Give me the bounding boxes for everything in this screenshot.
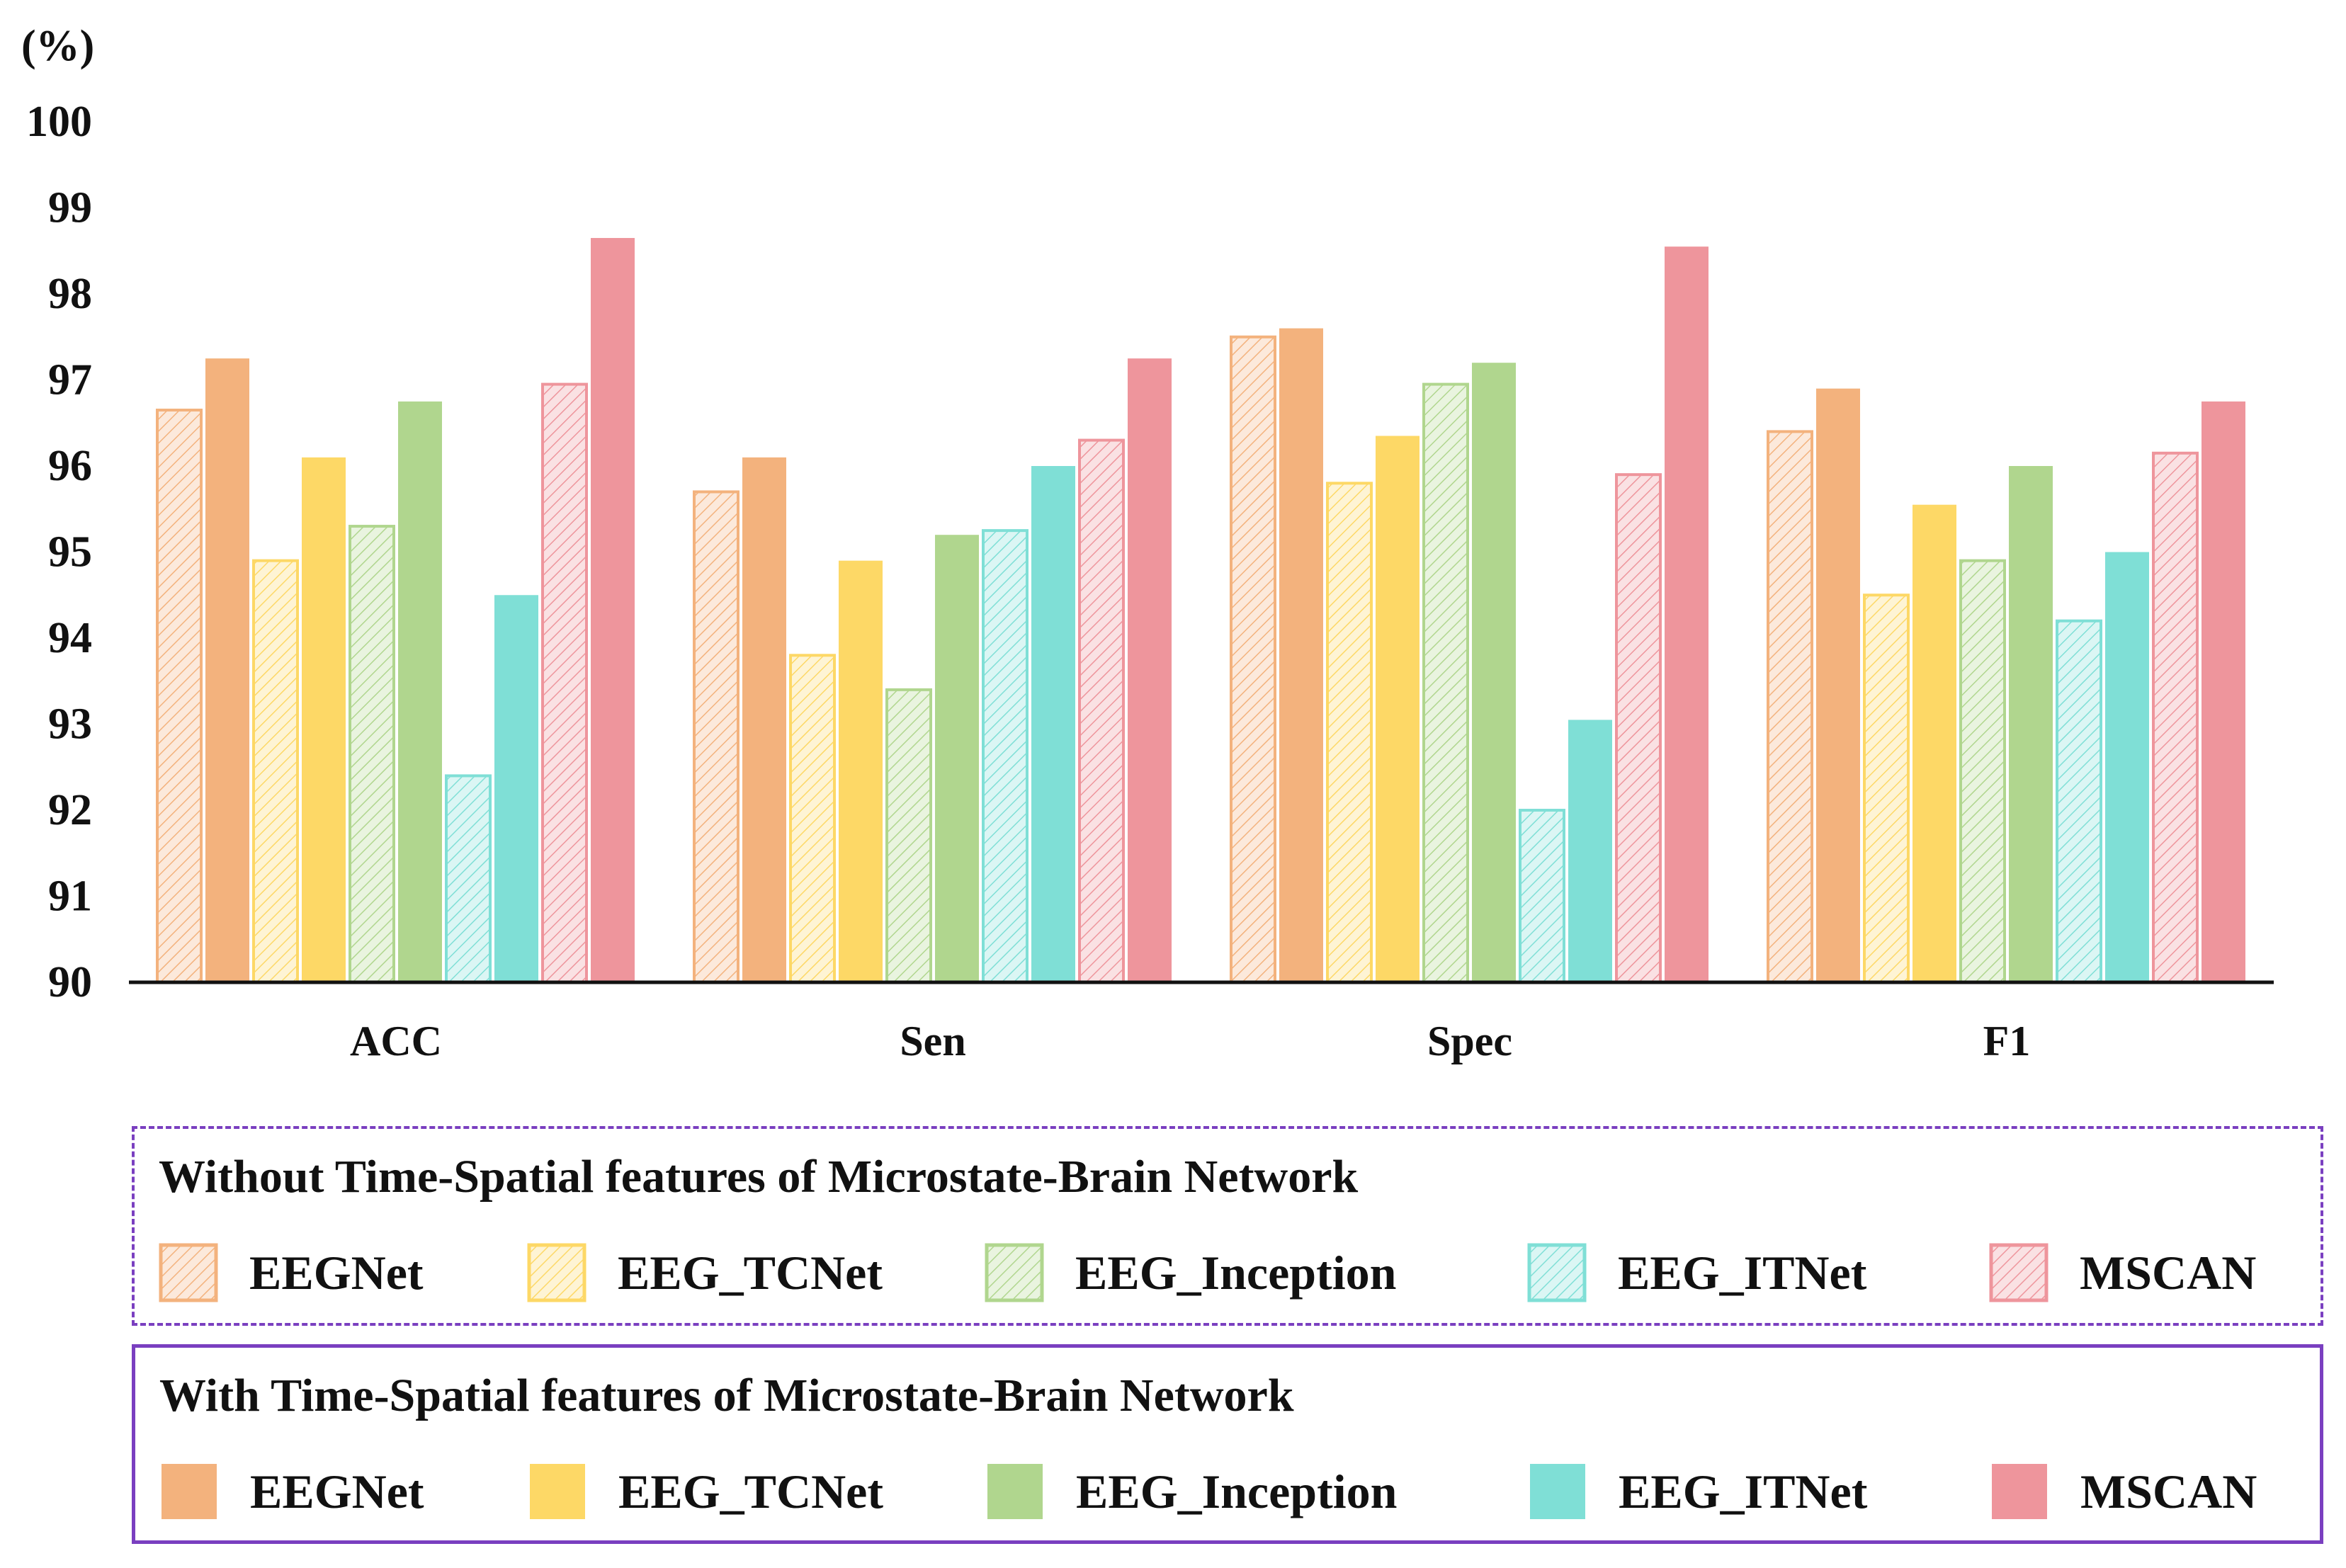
legend-without-features: Without Time-Spatial features of Microst…: [132, 1126, 2323, 1326]
bar-sen-eegnet-without: [693, 490, 740, 984]
y-tick-label-100: 100: [26, 98, 92, 146]
bar-f1-eegnet-without: [1767, 430, 1813, 984]
bar-f1-eeg-itnet-with: [2105, 552, 2149, 982]
swatch-solid-eegnet: [159, 1462, 219, 1521]
bar-spec-mscan-without: [1615, 473, 1662, 984]
bar-acc-eeg-itnet-with: [494, 595, 538, 982]
bar-spec-eeg-itnet-without: [1519, 809, 1565, 984]
legend-label: EEGNet: [250, 1464, 424, 1518]
x-tick-label-sen: Sen: [900, 1018, 965, 1064]
legend-label: EEG_ITNet: [1619, 1464, 1868, 1518]
legend-with-features: With Time-Spatial features of Microstate…: [132, 1344, 2323, 1544]
y-tick-label-98: 98: [48, 270, 92, 318]
x-tick-label-f1: F1: [1983, 1018, 2031, 1064]
bar-f1-mscan-without: [2152, 451, 2199, 984]
x-tick-label-spec: Spec: [1427, 1018, 1512, 1064]
bar-spec-eeg-tcnet-without: [1326, 482, 1373, 984]
bars: [156, 238, 2245, 984]
bar-acc-eeg-tcnet-without: [252, 559, 299, 984]
bar-spec-eegnet-with: [1279, 328, 1323, 983]
bar-sen-eeg-tcnet-without: [789, 654, 836, 984]
swatch-solid-mscan: [1990, 1462, 2049, 1521]
legend-without-eeg-itnet: EEG_ITNet: [1527, 1241, 1866, 1305]
bar-acc-eeg-tcnet-with: [302, 457, 346, 982]
y-tick-label-94: 94: [48, 614, 92, 662]
bar-acc-mscan-with: [591, 238, 635, 982]
legend-with-eeg-inception: EEG_Inception: [985, 1460, 1397, 1523]
legend-with-eeg-itnet: EEG_ITNet: [1528, 1460, 1867, 1523]
swatch-solid-eeg-itnet: [1528, 1462, 1587, 1521]
bar-spec-mscan-with: [1665, 246, 1708, 982]
swatch-solid-eeg-inception: [985, 1462, 1045, 1521]
legend-label: EEG_TCNet: [618, 1464, 883, 1518]
legend-label: MSCAN: [2080, 1245, 2257, 1300]
legend-with-eeg-tcnet: EEG_TCNet: [528, 1460, 883, 1523]
bar-f1-eeg-inception-without: [1959, 559, 2006, 984]
legend-label: MSCAN: [2080, 1464, 2257, 1518]
bar-acc-eeg-inception-without: [348, 525, 395, 984]
y-tick-label-92: 92: [48, 786, 92, 834]
bar-f1-eeg-tcnet-with: [1912, 504, 1956, 982]
x-tick-label-acc: ACC: [350, 1018, 442, 1064]
legend-label: EEG_TCNet: [618, 1245, 883, 1300]
bar-f1-eeg-inception-with: [2009, 466, 2053, 982]
legend-with-eegnet: EEGNet: [159, 1460, 424, 1523]
bar-sen-eeg-itnet-without: [982, 529, 1028, 984]
bar-sen-mscan-without: [1078, 438, 1125, 984]
y-tick-label-97: 97: [48, 356, 92, 404]
bar-sen-mscan-with: [1128, 358, 1172, 982]
bar-f1-eeg-itnet-without: [2056, 619, 2102, 984]
bar-acc-eeg-itnet-without: [445, 774, 492, 984]
x-axis-ticks: ACC Sen Spec F1: [350, 1018, 2030, 1064]
legend-with-title: With Time-Spatial features of Microstate…: [159, 1370, 1294, 1421]
bar-sen-eeg-inception-without: [885, 688, 932, 984]
swatch-hatched-eeg-inception: [985, 1243, 1044, 1302]
y-tick-label-93: 93: [48, 700, 92, 749]
y-tick-label-96: 96: [48, 442, 92, 490]
legend-without-eegnet: EEGNet: [159, 1241, 424, 1305]
bar-sen-eeg-tcnet-with: [839, 560, 883, 982]
y-tick-label-90: 90: [48, 958, 92, 1006]
legend-with-mscan: MSCAN: [1990, 1460, 2257, 1523]
legend-label: EEGNet: [249, 1245, 424, 1300]
legend-without-mscan: MSCAN: [1989, 1241, 2256, 1305]
swatch-hatched-mscan: [1989, 1243, 2048, 1302]
swatch-hatched-eegnet: [159, 1243, 218, 1302]
bar-sen-eeg-inception-with: [935, 535, 979, 982]
bar-spec-eeg-inception-without: [1422, 382, 1469, 984]
bar-acc-mscan-without: [541, 382, 588, 984]
bar-spec-eegnet-without: [1230, 335, 1276, 984]
y-tick-label-95: 95: [48, 528, 92, 576]
legend-without-eeg-tcnet: EEG_TCNet: [527, 1241, 883, 1305]
bar-sen-eegnet-with: [742, 457, 786, 982]
bar-f1-mscan-with: [2202, 401, 2245, 982]
bar-f1-eegnet-with: [1816, 388, 1860, 982]
bar-acc-eegnet-without: [156, 409, 203, 984]
bar-acc-eeg-inception-with: [398, 401, 442, 982]
legend-without-eeg-inception: EEG_Inception: [985, 1241, 1396, 1305]
y-axis-label: (%): [21, 22, 94, 70]
y-tick-label-99: 99: [48, 184, 92, 232]
legend-label: EEG_Inception: [1076, 1464, 1398, 1518]
y-axis-ticks: 90 91 92 93 94 95 96 97 98 99 100: [26, 98, 92, 1006]
legend-without-title: Without Time-Spatial features of Microst…: [159, 1151, 1359, 1203]
swatch-hatched-eeg-tcnet: [527, 1243, 586, 1302]
bar-chart: (%) 90 91 92 93 94 95 96 97 98 99 100 ACC Sen Spec F1: [21, 22, 2274, 1064]
bar-spec-eeg-inception-with: [1472, 363, 1516, 982]
legend-label: EEG_ITNet: [1618, 1245, 1867, 1300]
swatch-solid-eeg-tcnet: [528, 1462, 587, 1521]
swatch-hatched-eeg-itnet: [1527, 1243, 1587, 1302]
legend-label: EEG_Inception: [1075, 1245, 1397, 1300]
bar-acc-eegnet-with: [205, 358, 249, 982]
bar-sen-eeg-itnet-with: [1031, 466, 1075, 982]
bar-f1-eeg-tcnet-without: [1863, 593, 1910, 984]
bar-spec-eeg-itnet-with: [1568, 720, 1612, 982]
bar-spec-eeg-tcnet-with: [1376, 436, 1420, 982]
y-tick-label-91: 91: [48, 873, 92, 921]
